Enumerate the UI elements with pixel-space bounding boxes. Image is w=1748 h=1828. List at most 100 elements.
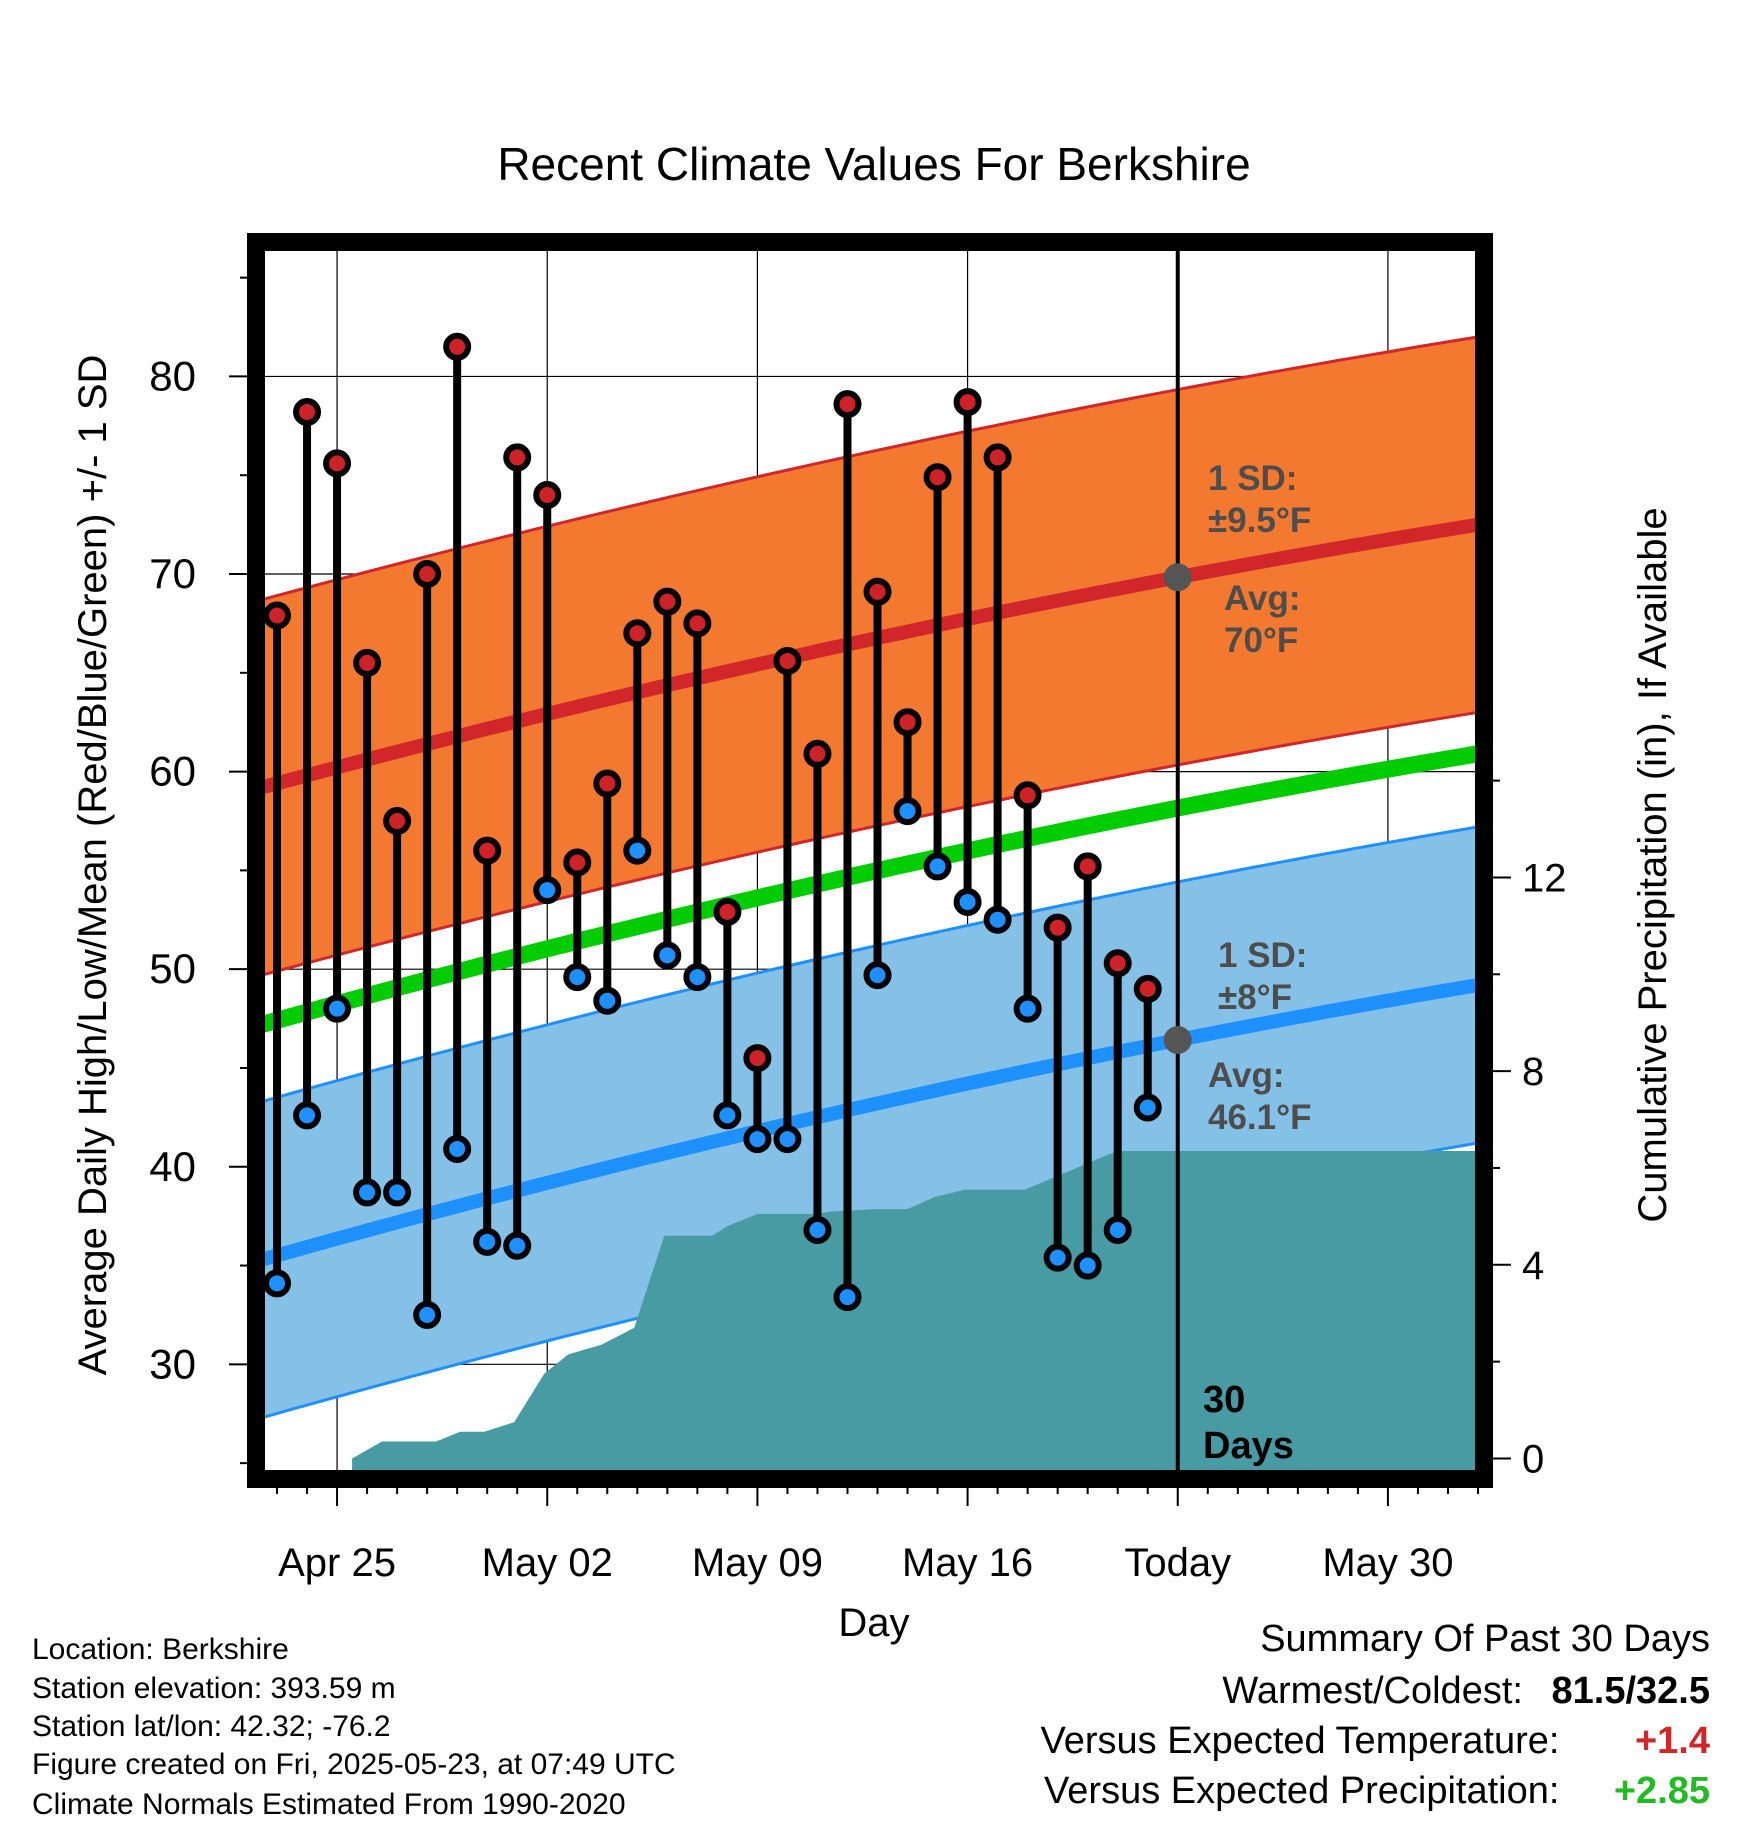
daily-high-point — [743, 1044, 772, 1073]
y-axis-title: Average Daily High/Low/Mean (Red/Blue/Gr… — [71, 355, 115, 1376]
plot-frame — [247, 233, 1493, 1488]
normals-text: Climate Normals Estimated From 1990-2020 — [32, 1788, 626, 1821]
daily-low-point — [893, 797, 922, 826]
daily-high-point — [1073, 852, 1102, 881]
plot-data — [262, 248, 1478, 1473]
x-tick-label: May 02 — [482, 1541, 613, 1585]
daily-high-point — [413, 560, 442, 589]
chart-title: Recent Climate Values For Berkshire — [497, 138, 1250, 190]
y2-tick-label: 12 — [1522, 856, 1567, 900]
plot-border — [247, 233, 1493, 1488]
daily-low-point — [1043, 1243, 1072, 1272]
daily-low-point — [1103, 1215, 1132, 1244]
daily-low-point — [293, 1101, 322, 1130]
low-avg-annotation: 46.1°F — [1208, 1098, 1312, 1137]
daily-low-point — [1013, 994, 1042, 1023]
chart-labels: Recent Climate Values For Berkshire Day Av… — [71, 138, 1675, 1645]
precip-area — [352, 1151, 1478, 1473]
daily-high-point — [683, 609, 712, 638]
summary-warmest-row: Warmest/Coldest: 81.5/32.5 — [1222, 1670, 1710, 1713]
high-sd-annotation: ±9.5°F — [1208, 501, 1311, 540]
daily-low-point — [713, 1101, 742, 1130]
daily-high-point — [833, 390, 862, 419]
daily-high-point — [383, 806, 412, 835]
daily-high-point — [983, 443, 1012, 472]
daily-high-point — [893, 708, 922, 737]
daily-low-point — [833, 1283, 862, 1312]
low-avg-annotation: Avg: — [1208, 1056, 1284, 1095]
daily-high-point — [1133, 974, 1162, 1003]
daily-low-point — [383, 1178, 412, 1207]
daily-low-point — [473, 1227, 502, 1256]
daily-high-point — [353, 648, 382, 677]
daily-low-point — [323, 994, 352, 1023]
y2-tick-label: 0 — [1522, 1437, 1544, 1481]
daily-high-point — [863, 577, 892, 606]
daily-high-point — [323, 449, 352, 478]
daily-low-point — [563, 963, 592, 992]
daily-low-point — [983, 905, 1012, 934]
warmest-label: Warmest/Coldest: — [1222, 1670, 1523, 1712]
daily-low-point — [743, 1125, 772, 1154]
high-sd-band-lower-edge — [262, 710, 1478, 977]
daily-low-point — [803, 1215, 832, 1244]
daily-low-point — [863, 961, 892, 990]
daily-high-point — [593, 769, 622, 798]
precip-value: +2.85 — [1613, 1770, 1710, 1812]
daily-high-point — [263, 601, 292, 630]
daily-high-point — [713, 897, 742, 926]
y-tick-label: 30 — [149, 1340, 196, 1387]
daily-high-point — [443, 332, 472, 361]
temp-value: +1.4 — [1634, 1720, 1710, 1762]
daily-low-point — [593, 986, 622, 1015]
daily-low-point — [503, 1231, 532, 1260]
avg-low-marker — [1163, 1026, 1192, 1055]
daily-high-point — [533, 480, 562, 509]
daily-high-point — [473, 836, 502, 865]
daily-low-point — [923, 852, 952, 881]
daily-low-point — [443, 1134, 472, 1163]
summary-title: Summary Of Past 30 Days — [1260, 1618, 1710, 1660]
daily-high-point — [773, 646, 802, 675]
daily-high-point — [503, 443, 532, 472]
x-tick-label: May 16 — [902, 1541, 1033, 1585]
daily-high-point — [803, 739, 832, 768]
precip-label: Versus Expected Precipitation: — [1044, 1770, 1560, 1812]
y-tick-label: 80 — [149, 352, 196, 399]
y-tick-label: 50 — [149, 945, 196, 992]
high-sd-band — [262, 336, 1478, 976]
y2-axis-title: Cumulative Precipitation (in), If Availa… — [1631, 507, 1675, 1222]
normal-mean-line — [262, 745, 1478, 1033]
daily-high-point — [923, 463, 952, 492]
daily-high-point — [1013, 781, 1042, 810]
daily-high-point — [953, 388, 982, 417]
daily-high-point — [1103, 949, 1132, 978]
daily-high-point — [563, 848, 592, 877]
low-sd-band — [262, 826, 1478, 1418]
daily-high-point — [1043, 913, 1072, 942]
x-tick-label: Apr 25 — [278, 1541, 396, 1585]
summary-precip-row: Versus Expected Precipitation: +2.85 — [1044, 1770, 1710, 1813]
daily-low-point — [1073, 1251, 1102, 1280]
created-text: Figure created on Fri, 2025-05-23, at 07… — [32, 1748, 676, 1781]
daily-high-point — [293, 397, 322, 426]
daily-low-point — [683, 963, 712, 992]
daily-low-point — [263, 1269, 292, 1298]
avg-high-marker — [1163, 563, 1192, 592]
x-tick-label: Today — [1124, 1541, 1231, 1585]
high-avg-annotation: 70°F — [1224, 621, 1298, 660]
high-avg-annotation: Avg: — [1224, 579, 1300, 618]
temp-label: Versus Expected Temperature: — [1040, 1720, 1560, 1762]
y-tick-label: 70 — [149, 550, 196, 597]
daily-high-point — [623, 619, 652, 648]
x-axis-title: Day — [838, 1601, 909, 1645]
daily-low-point — [353, 1178, 382, 1207]
high-sd-annotation: 1 SD: — [1208, 459, 1297, 498]
y-tick-label: 40 — [149, 1143, 196, 1190]
summary-temp-row: Versus Expected Temperature: +1.4 — [1041, 1720, 1710, 1763]
low-sd-annotation: ±8°F — [1218, 978, 1292, 1017]
normal-high-line — [262, 517, 1478, 795]
daily-low-point — [413, 1300, 442, 1329]
low-sd-annotation: 1 SD: — [1218, 936, 1307, 975]
